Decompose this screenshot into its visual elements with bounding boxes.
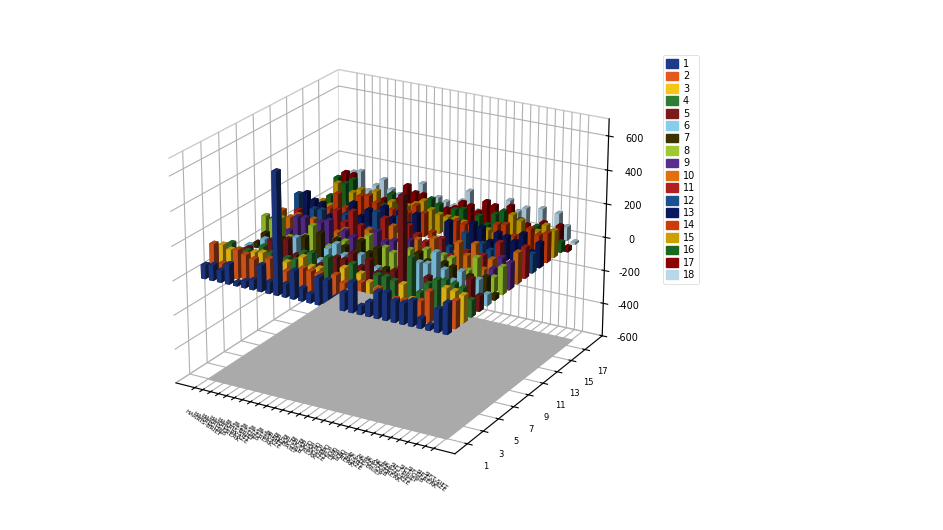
Legend: 1, 2, 3, 4, 5, 6, 7, 8, 9, 10, 11, 12, 13, 14, 15, 16, 17, 18: 1, 2, 3, 4, 5, 6, 7, 8, 9, 10, 11, 12, 1… (663, 55, 700, 284)
